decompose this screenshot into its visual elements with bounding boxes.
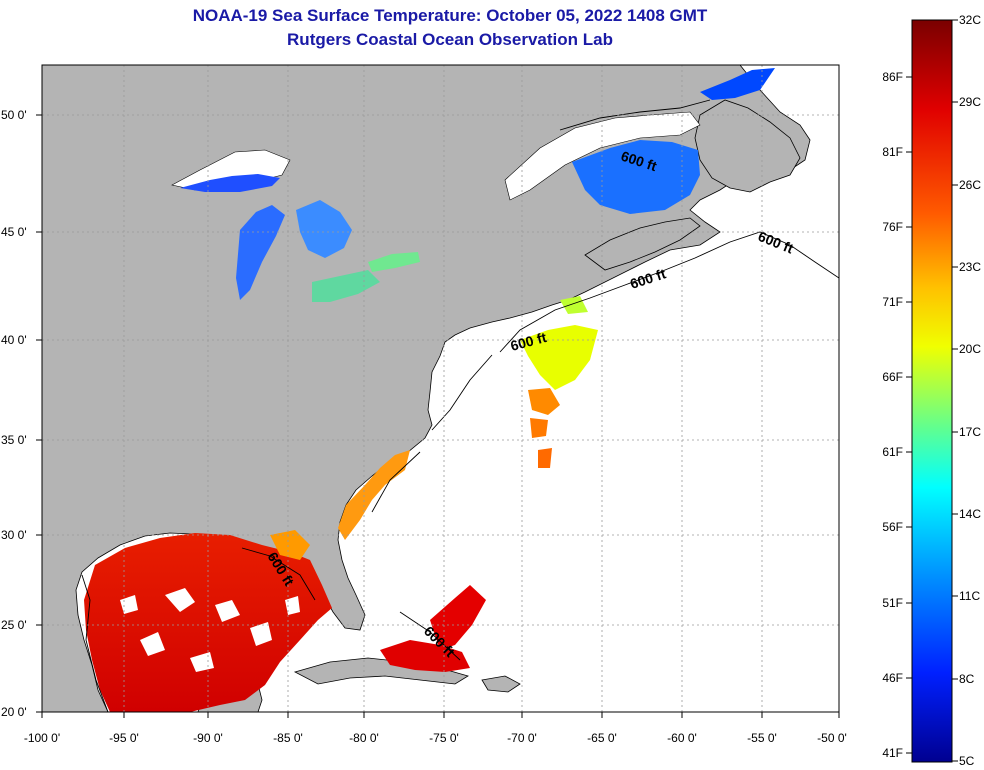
lon-label: -70 0'	[507, 731, 537, 745]
celsius-label: 26C	[959, 178, 981, 192]
gulf-of-st-lawrence-sst	[504, 68, 775, 214]
fahrenheit-label: 81F	[882, 145, 903, 159]
map-frame	[41, 64, 840, 713]
lon-label: -100 0'	[24, 731, 60, 745]
celsius-label: 5C	[959, 754, 975, 768]
fahrenheit-label: 76F	[882, 220, 903, 234]
isobath-600ft-contour	[81, 99, 839, 712]
map-title: NOAA-19 Sea Surface Temperature: October…	[192, 6, 708, 25]
lat-label: 20 0'	[1, 705, 27, 719]
celsius-label: 14C	[959, 507, 981, 521]
lat-label: 30 0'	[1, 528, 27, 542]
fahrenheit-label: 61F	[882, 445, 903, 459]
lon-label: -65 0'	[587, 731, 617, 745]
gulf-of-mexico-sst	[84, 530, 486, 712]
hispaniola-island	[481, 675, 521, 693]
longitude-labels: -100 0' -95 0' -90 0' -85 0' -80 0' -75 …	[24, 731, 847, 745]
lon-label: -90 0'	[193, 731, 223, 745]
fahrenheit-label: 71F	[882, 295, 903, 309]
north-america-landmass	[42, 65, 811, 712]
celsius-label: 32C	[959, 13, 981, 27]
fahrenheit-label: 51F	[882, 596, 903, 610]
celsius-label: 11C	[959, 589, 980, 603]
lat-label: 25 0'	[1, 618, 27, 632]
fahrenheit-label: 86F	[882, 70, 903, 84]
lat-label: 40 0'	[1, 333, 27, 347]
lat-label: 35 0'	[1, 433, 27, 447]
lat-label: 50 0'	[1, 108, 27, 122]
latitude-labels: 50 0' 45 0' 40 0' 35 0' 30 0' 25 0' 20 0…	[1, 108, 27, 719]
celsius-label: 20C	[959, 342, 981, 356]
lon-label: -95 0'	[109, 731, 139, 745]
lon-label: -85 0'	[273, 731, 303, 745]
lon-label: -75 0'	[429, 731, 459, 745]
lon-label: -50 0'	[817, 731, 847, 745]
lon-label: -80 0'	[349, 731, 379, 745]
newfoundland-island	[694, 99, 801, 193]
lon-label: -55 0'	[747, 731, 777, 745]
fahrenheit-label: 46F	[882, 671, 903, 685]
great-lakes-sst	[171, 149, 420, 302]
colorbar: 32C 29C 26C 23C 20C 17C 14C 11C 8C 5C 86…	[882, 13, 981, 768]
fahrenheit-label: 56F	[882, 520, 903, 534]
nova-scotia	[584, 217, 701, 271]
fahrenheit-label: 66F	[882, 370, 903, 384]
map-subtitle: Rutgers Coastal Ocean Observation Lab	[287, 30, 613, 49]
celsius-label: 23C	[959, 260, 981, 274]
celsius-label: 29C	[959, 95, 981, 109]
lat-label: 45 0'	[1, 225, 27, 239]
mid-atlantic-sst	[338, 296, 598, 540]
colorbar-gradient	[911, 19, 953, 763]
celsius-label: 17C	[959, 425, 981, 439]
cuba-island	[293, 657, 469, 685]
lon-label: -60 0'	[667, 731, 697, 745]
longitude-tick-marks	[41, 712, 840, 718]
latitude-tick-marks	[36, 114, 42, 713]
fahrenheit-label: 41F	[882, 746, 903, 760]
celsius-label: 8C	[959, 672, 975, 686]
